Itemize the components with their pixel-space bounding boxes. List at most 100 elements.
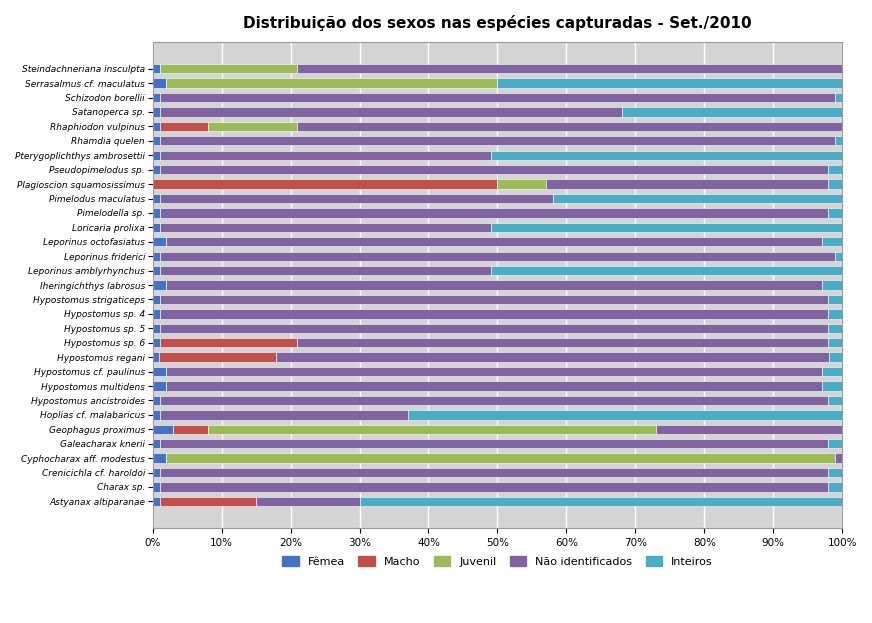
Bar xyxy=(828,482,842,492)
Bar xyxy=(174,425,208,434)
Bar xyxy=(153,136,160,146)
Bar xyxy=(153,208,160,217)
Bar xyxy=(160,266,491,275)
Bar xyxy=(821,367,842,376)
Bar xyxy=(153,454,167,463)
Bar xyxy=(160,338,297,348)
Bar xyxy=(153,425,174,434)
Bar xyxy=(153,381,167,391)
Bar xyxy=(408,410,842,419)
Bar xyxy=(153,165,160,174)
Bar xyxy=(491,222,842,232)
Bar xyxy=(153,295,160,304)
Bar xyxy=(160,252,835,261)
Bar xyxy=(160,468,828,477)
Bar xyxy=(828,208,842,217)
Bar xyxy=(153,194,160,203)
Bar xyxy=(153,121,160,131)
Bar xyxy=(828,165,842,174)
Bar xyxy=(297,64,842,74)
Bar xyxy=(153,107,160,117)
Bar xyxy=(153,353,160,362)
Bar xyxy=(828,309,842,318)
Bar xyxy=(160,107,622,117)
Bar xyxy=(153,497,160,506)
Bar xyxy=(828,396,842,405)
Bar xyxy=(153,64,160,74)
Bar xyxy=(828,338,842,348)
Bar xyxy=(153,252,160,261)
Bar xyxy=(167,381,821,391)
Bar xyxy=(167,454,835,463)
Bar xyxy=(491,266,842,275)
Bar xyxy=(153,222,160,232)
Bar xyxy=(622,107,842,117)
Bar xyxy=(160,194,553,203)
Bar xyxy=(546,179,828,189)
Bar xyxy=(153,482,160,492)
Bar xyxy=(208,425,656,434)
Bar xyxy=(821,280,842,290)
Bar xyxy=(828,323,842,333)
Bar xyxy=(297,338,828,348)
Bar xyxy=(160,439,828,449)
Bar xyxy=(153,309,160,318)
Bar xyxy=(160,136,835,146)
Bar xyxy=(160,208,828,217)
Bar xyxy=(359,497,842,506)
Bar xyxy=(153,151,160,160)
Bar xyxy=(828,439,842,449)
Bar xyxy=(497,78,842,88)
Bar xyxy=(656,425,842,434)
Bar xyxy=(153,179,497,189)
Bar xyxy=(160,482,828,492)
Bar xyxy=(153,93,160,102)
Bar xyxy=(160,497,256,506)
Bar xyxy=(160,396,828,405)
Bar xyxy=(491,151,842,160)
Bar xyxy=(160,295,828,304)
Bar xyxy=(828,295,842,304)
Bar xyxy=(167,78,497,88)
Bar xyxy=(160,222,491,232)
Bar xyxy=(153,439,160,449)
Bar xyxy=(828,468,842,477)
Bar xyxy=(553,194,842,203)
Bar xyxy=(153,338,160,348)
Bar xyxy=(835,93,842,102)
Bar xyxy=(835,252,842,261)
Title: Distribuição dos sexos nas espécies capturadas - Set./2010: Distribuição dos sexos nas espécies capt… xyxy=(243,15,752,31)
Bar xyxy=(153,78,167,88)
Bar xyxy=(160,323,828,333)
Bar xyxy=(828,179,842,189)
Bar xyxy=(153,468,160,477)
Bar xyxy=(160,64,297,74)
Bar xyxy=(153,396,160,405)
Bar xyxy=(276,353,828,362)
Bar xyxy=(835,136,842,146)
Bar xyxy=(160,93,835,102)
Bar xyxy=(821,237,842,247)
Bar xyxy=(153,323,160,333)
Bar xyxy=(497,179,546,189)
Bar xyxy=(160,309,828,318)
Bar xyxy=(153,280,167,290)
Bar xyxy=(160,165,828,174)
Bar xyxy=(256,497,359,506)
Bar xyxy=(153,367,167,376)
Bar xyxy=(167,237,821,247)
Bar xyxy=(160,151,491,160)
Bar xyxy=(167,280,821,290)
Bar xyxy=(828,353,842,362)
Bar xyxy=(821,381,842,391)
Bar xyxy=(160,410,408,419)
Bar xyxy=(835,454,842,463)
Bar xyxy=(160,121,208,131)
Bar xyxy=(153,237,167,247)
Bar xyxy=(297,121,842,131)
Bar xyxy=(160,353,276,362)
Bar xyxy=(153,266,160,275)
Bar xyxy=(167,367,821,376)
Legend: Fêmea, Macho, Juvenil, Não identificados, Inteiros: Fêmea, Macho, Juvenil, Não identificados… xyxy=(277,551,718,571)
Bar xyxy=(208,121,297,131)
